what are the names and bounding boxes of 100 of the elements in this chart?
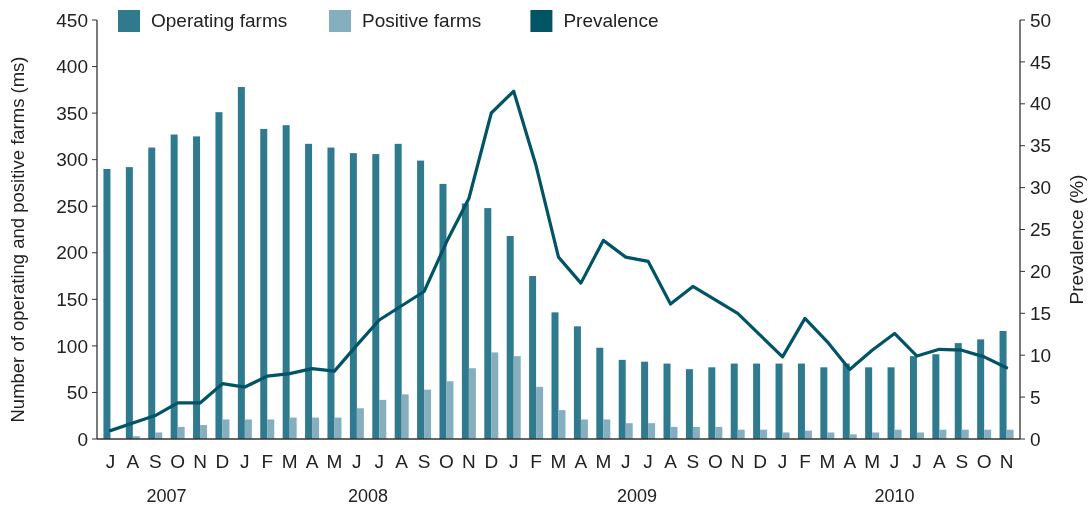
bar (401, 394, 409, 439)
y2-tick-label: 25 (1030, 219, 1052, 241)
x-tick-label: M (281, 451, 298, 472)
x-tick-label: J (352, 451, 362, 472)
x-tick-label: J (620, 451, 631, 472)
x-tick-label: M (819, 451, 836, 472)
bar (237, 87, 245, 439)
text: 2008 (348, 486, 389, 506)
x-tick-label: F (261, 451, 274, 472)
bar (461, 203, 469, 439)
x-tick-label: D (215, 451, 230, 472)
bar (573, 326, 581, 439)
x-tick-label: J (105, 451, 116, 472)
bar (865, 367, 873, 439)
bar (782, 432, 790, 439)
y-axis-title: Number of operating and positive farms (ms) (7, 56, 28, 423)
bar (596, 347, 604, 439)
x-tick-label: O (707, 451, 723, 472)
x-tick-label: F (799, 451, 811, 472)
x-tick-label: M (326, 451, 343, 472)
bar (648, 423, 656, 439)
bar (580, 419, 588, 439)
bar (334, 417, 342, 439)
bar (468, 368, 476, 439)
bar (775, 363, 783, 439)
x-tick-label: S (686, 451, 700, 472)
x-tick-label: M (550, 451, 567, 472)
y2-tick-label: 10 (1030, 344, 1052, 366)
x-tick-label: N (193, 451, 207, 472)
bar (513, 356, 521, 439)
bar (670, 426, 678, 439)
bar (289, 417, 297, 439)
x-tick-label: J (508, 451, 519, 472)
y-tick-label: 0 (77, 428, 88, 450)
x-tick-label: O (439, 451, 454, 472)
bar (312, 417, 320, 439)
bar (551, 312, 559, 439)
bar (872, 432, 880, 439)
bar (842, 363, 850, 439)
bar (155, 432, 163, 439)
y-tick-label: 150 (56, 288, 88, 310)
bar (327, 147, 335, 439)
bar (125, 167, 133, 439)
bar (603, 419, 611, 439)
y2-tick-label: 20 (1030, 261, 1052, 283)
bar (685, 369, 693, 439)
x-tick-label: J (777, 451, 788, 472)
bar (730, 363, 738, 439)
legend-label: Prevalence (563, 10, 659, 31)
bar (887, 367, 895, 439)
y2-tick-label: 15 (1030, 302, 1052, 324)
y-tick-label: 450 (56, 9, 88, 31)
bar (558, 410, 566, 439)
bar (244, 419, 252, 439)
x-tick-label: J (643, 451, 653, 472)
x-tick-label: A (664, 451, 678, 472)
bar (625, 423, 633, 439)
bar (148, 147, 156, 439)
bar (484, 208, 492, 439)
x-tick-label: D (753, 451, 767, 472)
bar (916, 432, 924, 439)
bar (349, 153, 357, 439)
x-tick-label: J (374, 451, 385, 472)
y-tick-label: 300 (56, 149, 88, 171)
legend-label: Operating farms (151, 10, 288, 31)
text: 2007 (146, 486, 187, 506)
text: 2010 (874, 486, 915, 506)
x-tick-label: A (843, 451, 857, 472)
line-series (108, 89, 1009, 433)
bar (954, 343, 962, 439)
bar (417, 160, 425, 439)
x-tick-label: J (889, 451, 900, 472)
bar (394, 143, 402, 439)
bar (439, 183, 447, 439)
x-tick-label: A (933, 451, 947, 472)
bar (977, 339, 985, 439)
bar (424, 389, 432, 439)
bar (282, 125, 290, 439)
bar (356, 408, 364, 439)
x-tick-label: A (574, 451, 588, 472)
y2-tick-label: 30 (1030, 177, 1052, 199)
bar (708, 367, 716, 439)
bar (103, 168, 111, 439)
y-tick-label: 400 (56, 56, 88, 78)
y2-tick-label: 35 (1030, 135, 1052, 157)
bar (692, 426, 700, 439)
bar (932, 354, 940, 439)
y2-tick-label: 50 (1030, 9, 1052, 31)
bar (529, 276, 537, 439)
x-tick-label: J (240, 451, 250, 472)
y-tick-label: 100 (56, 335, 88, 357)
bar (372, 154, 380, 439)
bar (446, 381, 454, 439)
legend-label: Positive farms (362, 10, 482, 31)
x-tick-label: A (395, 451, 409, 472)
bar (491, 352, 499, 439)
y2-tick-label: 45 (1030, 51, 1052, 73)
x-tick-label: J (912, 451, 922, 472)
bar (260, 128, 268, 439)
x-tick-label: M (864, 451, 881, 472)
